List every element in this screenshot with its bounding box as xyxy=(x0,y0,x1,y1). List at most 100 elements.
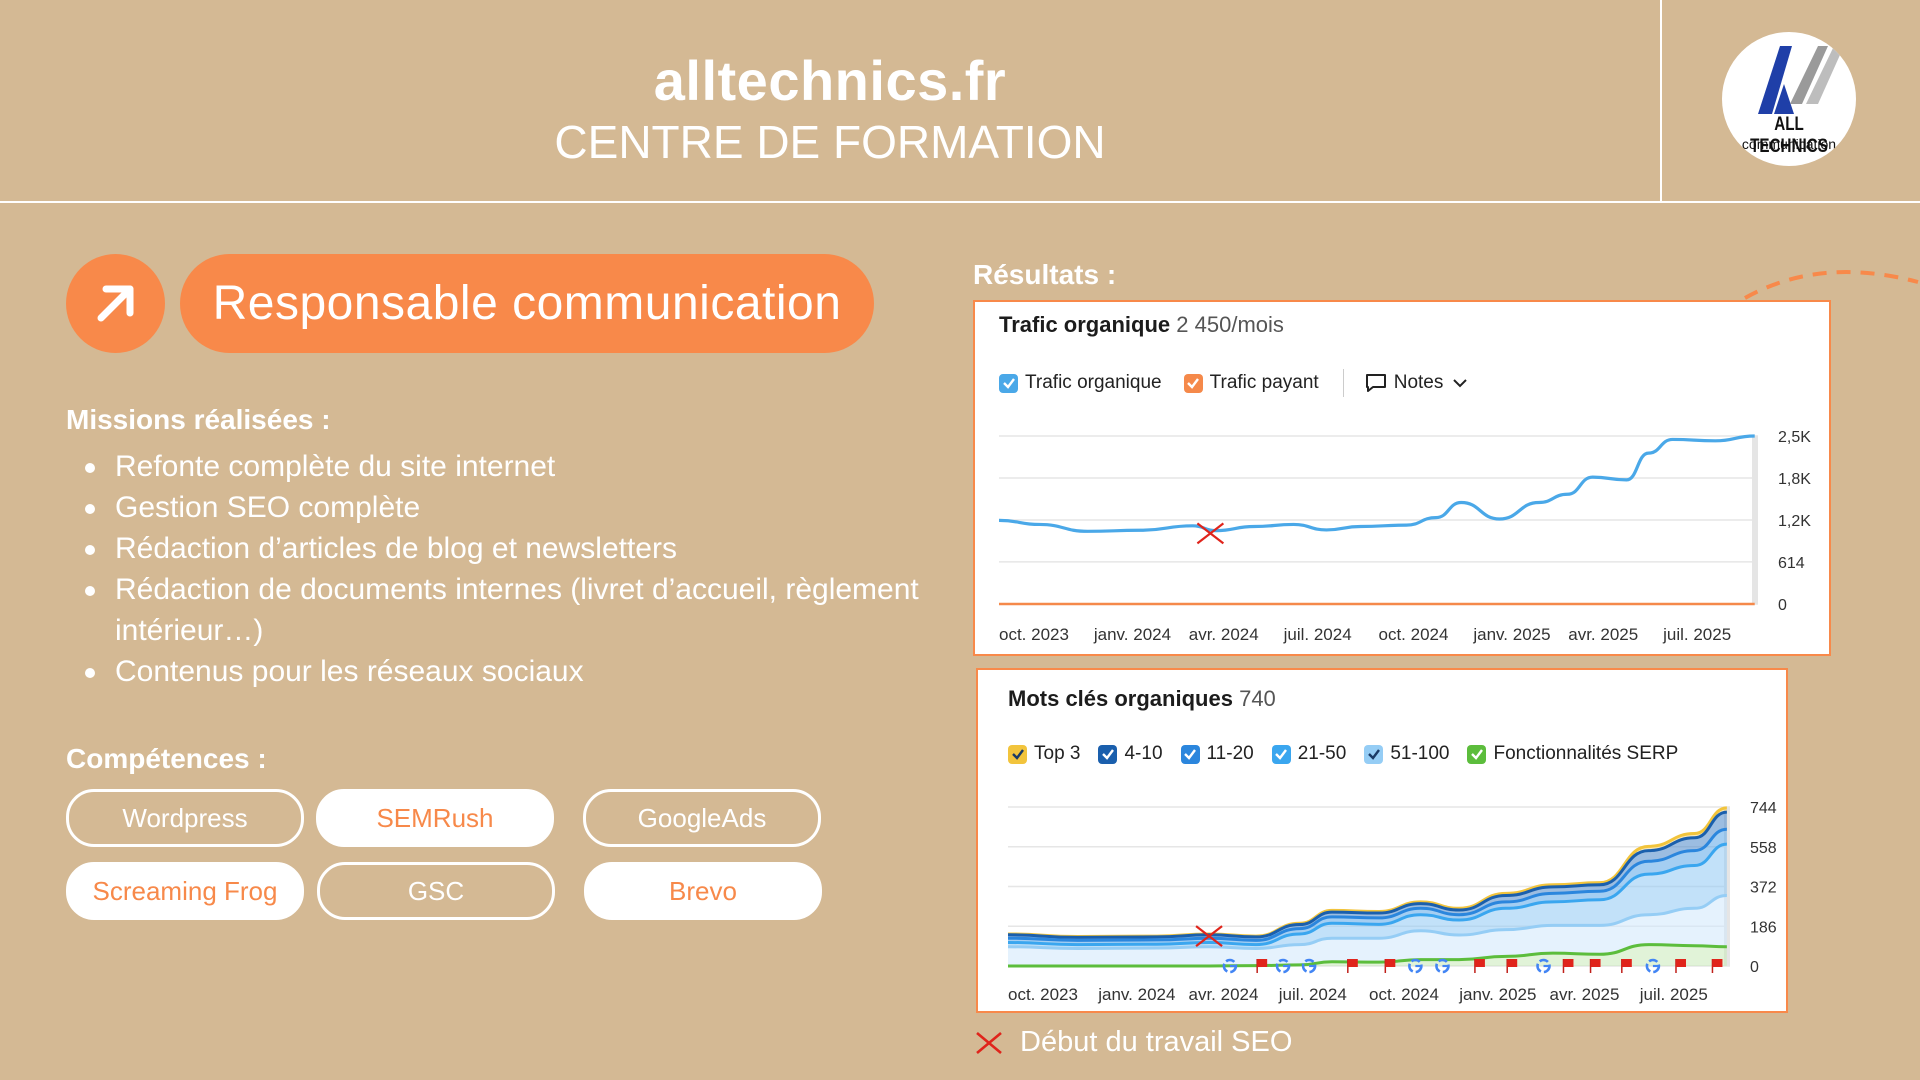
x-tick-label: juil. 2025 xyxy=(1662,625,1731,644)
legend-label: Trafic payant xyxy=(1209,372,1319,393)
skill-badge-googleads: GoogleAds xyxy=(583,789,821,847)
legend-label: 4-10 xyxy=(1124,743,1163,764)
x-tick-label: janv. 2024 xyxy=(1093,625,1171,644)
site-subtitle: CENTRE DE FORMATION xyxy=(554,116,1106,168)
missions-heading: Missions réalisées : xyxy=(66,404,331,435)
google-icon xyxy=(1645,958,1661,974)
google-icon xyxy=(1301,958,1317,974)
checkbox-icon[interactable] xyxy=(1467,744,1487,764)
checkbox-icon[interactable] xyxy=(1271,744,1291,764)
legend-item[interactable]: Top 3 xyxy=(1008,743,1080,765)
flag-icon xyxy=(1256,959,1268,973)
x-tick-label: oct. 2024 xyxy=(1369,985,1439,1004)
google-ring xyxy=(1222,958,1238,974)
footnote-text: Début du travail SEO xyxy=(1020,1026,1293,1058)
google-icon xyxy=(1435,958,1450,974)
legend-item[interactable]: 51-100 xyxy=(1364,743,1449,765)
skill-badge-gsc: GSC xyxy=(317,862,555,920)
checkbox-icon[interactable] xyxy=(1008,744,1027,764)
missions-list: Refonte complète du site internet Gestio… xyxy=(82,446,942,692)
header-divider xyxy=(0,201,1920,203)
legend-label: 11-20 xyxy=(1206,743,1254,764)
x-tick-label: oct. 2024 xyxy=(1379,625,1449,644)
chevron-down-icon xyxy=(1453,379,1468,388)
checkbox-icon[interactable] xyxy=(1180,744,1200,764)
comment-icon xyxy=(1365,374,1386,392)
series-area xyxy=(1008,812,1727,941)
x-tick-label: juil. 2024 xyxy=(1278,985,1347,1004)
chart-legend: Top 3 4-10 11-20 21-50 51-100 Fonctionnalités… xyxy=(1008,743,1696,765)
checkbox-icon[interactable] xyxy=(999,373,1018,393)
legend-label: 51-100 xyxy=(1390,743,1450,764)
chart-title-label: Mots clés organiques xyxy=(1008,686,1233,711)
chart-title-label: Trafic organique xyxy=(999,312,1171,337)
flag-icon xyxy=(1506,959,1518,973)
series-line xyxy=(1007,827,1728,942)
series-line xyxy=(998,434,1755,533)
legend-item-organic[interactable]: Trafic organique xyxy=(999,372,1162,394)
legend-separator xyxy=(1342,369,1344,397)
legend-label: Top 3 xyxy=(1034,743,1081,764)
y-tick-label: 2,5K xyxy=(1778,429,1811,446)
chart-title-value: 740 xyxy=(1239,686,1276,711)
google-icon xyxy=(1275,958,1291,974)
arrow-up-right-icon xyxy=(66,254,165,353)
series-area xyxy=(1008,829,1727,945)
legend-item[interactable]: 4-10 xyxy=(1098,743,1163,765)
list-item: Rédaction d’articles de blog et newslett… xyxy=(82,528,942,569)
flag-cloth xyxy=(1590,959,1601,967)
legend-item[interactable]: 21-50 xyxy=(1271,743,1346,765)
logo-divider xyxy=(1660,0,1662,203)
organic-traffic-card: Trafic organique 2 450/mois Trafic organ… xyxy=(973,300,1831,656)
skill-badge-brevo: Brevo xyxy=(584,862,822,920)
organic-traffic-chart: 2,5K 1,8K 1,2K 614 0 oct. 2023 janv. 2024 avr. … xyxy=(998,429,1811,644)
flag-icon xyxy=(1562,959,1574,973)
series-area xyxy=(1008,844,1727,949)
notes-dropdown[interactable]: Notes xyxy=(1364,372,1470,394)
series-line xyxy=(1007,842,1728,947)
annotation-cross-icon xyxy=(1195,925,1223,947)
list-item: Contenus pour les réseaux sociaux xyxy=(82,651,942,692)
flag-cloth xyxy=(1675,959,1686,967)
checkbox-icon[interactable] xyxy=(1098,744,1118,764)
legend-item[interactable]: Fonctionnalités SERP xyxy=(1467,743,1678,765)
cross-stroke xyxy=(1196,522,1225,545)
range-handle xyxy=(1752,436,1758,604)
cross-stroke xyxy=(1195,925,1223,947)
flag-icon xyxy=(1384,959,1396,973)
organic-keywords-chart: 744 558 372 186 0 oct. 2023 janv. 2024 avr. 202… xyxy=(1007,800,1777,1004)
decorative-dashed-arc xyxy=(1744,270,1919,300)
legend-item-paid[interactable]: Trafic payant xyxy=(1183,372,1319,394)
y-tick-label: 0 xyxy=(1778,597,1787,614)
google-icon xyxy=(1536,958,1551,974)
series-line xyxy=(1007,893,1727,950)
y-tick-label: 1,8K xyxy=(1778,471,1811,488)
flag-cloth xyxy=(1563,959,1574,967)
role-title: Responsable communication xyxy=(180,254,874,353)
annotation-cross-icon xyxy=(1196,522,1225,545)
legend-item[interactable]: 11-20 xyxy=(1180,743,1254,765)
checkbox-icon[interactable] xyxy=(1183,373,1203,393)
list-item: Gestion SEO complète xyxy=(82,487,942,528)
google-icon xyxy=(1222,958,1238,974)
x-tick-label: janv. 2025 xyxy=(1458,985,1536,1004)
flag-icon xyxy=(1589,959,1601,973)
x-tick-label: avr. 2025 xyxy=(1568,625,1638,644)
x-tick-label: janv. 2024 xyxy=(1097,985,1175,1004)
series-line xyxy=(1007,810,1728,939)
chart-title: Mots clés organiques 740 xyxy=(1008,686,1276,712)
logo-mark-icon xyxy=(1758,46,1844,114)
legend-label: Fonctionnalités SERP xyxy=(1493,743,1679,764)
checkbox-icon[interactable] xyxy=(1364,744,1384,764)
legend-label: Trafic organique xyxy=(1025,372,1162,393)
y-tick-label: 372 xyxy=(1750,880,1777,897)
flag-cloth xyxy=(1347,959,1358,967)
y-tick-label: 614 xyxy=(1778,555,1805,572)
organic-keywords-card: Mots clés organiques 740 Top 3 4-10 11-20 2… xyxy=(976,668,1788,1013)
red-cross-icon xyxy=(976,1031,1002,1054)
company-logo: ALL TECHNICS communication xyxy=(1722,32,1856,166)
x-tick-label: oct. 2023 xyxy=(999,625,1069,644)
logo-subtext: communication xyxy=(1741,136,1837,152)
flag-icon xyxy=(1675,959,1686,973)
flag-icon xyxy=(1621,959,1632,973)
